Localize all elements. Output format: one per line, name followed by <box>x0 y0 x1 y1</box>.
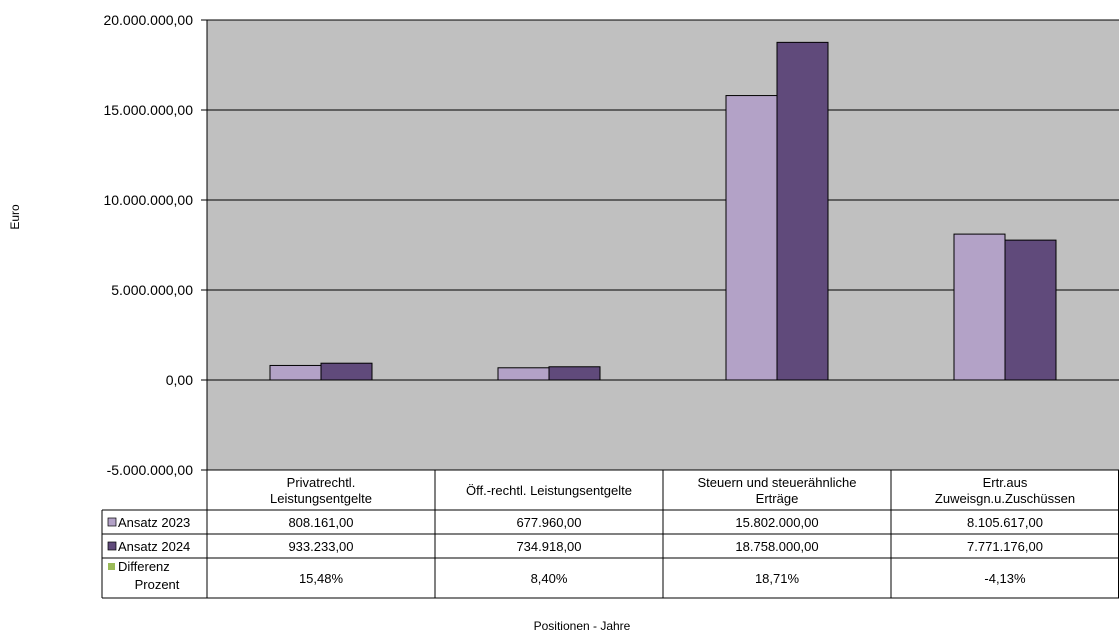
y-tick-label: 15.000.000,00 <box>103 102 193 118</box>
category-label: Steuern und steuerähnliche <box>697 475 856 490</box>
data-table: Privatrechtl.Leistungsentgelte Öff.-recht… <box>101 469 1119 599</box>
data-label: 8.105.617,00 <box>967 515 1043 530</box>
bar-ansatz-2024 <box>320 362 373 381</box>
bar-ansatz-2024 <box>1004 239 1057 381</box>
bar-ansatz-2024 <box>776 41 829 381</box>
bar-ansatz-2024 <box>548 366 601 381</box>
y-tick-label: -5.000.000,00 <box>107 462 194 478</box>
category-label: Zuweisgn.u.Zuschüssen <box>935 491 1075 506</box>
category-label: Leistungsentgelte <box>270 491 372 506</box>
y-axis-ticks: -5.000.000,00 0,00 5.000.000,00 10.000.000,… <box>103 12 193 478</box>
data-label: 7.771.176,00 <box>967 539 1043 554</box>
data-label: 734.918,00 <box>516 539 581 554</box>
legend-swatch-differenz-prozent <box>108 563 115 570</box>
data-label: 15.802.000,00 <box>735 515 818 530</box>
category-label: Privatrechtl. <box>287 475 356 490</box>
data-label: 18.758.000,00 <box>735 539 818 554</box>
legend-label: Ansatz 2023 <box>118 515 190 530</box>
data-label: -4,13% <box>984 571 1026 586</box>
category-label: Ertr.aus <box>983 475 1028 490</box>
bar-ansatz-2023 <box>725 95 778 381</box>
data-label: 18,71% <box>755 571 800 586</box>
category-label: Öff.-rechtl. Leistungsentgelte <box>466 483 632 498</box>
data-label: 677.960,00 <box>516 515 581 530</box>
legend-label: Prozent <box>135 577 180 592</box>
data-label: 808.161,00 <box>288 515 353 530</box>
bar-ansatz-2023 <box>269 364 322 381</box>
legend-swatch-ansatz-2023 <box>107 517 117 527</box>
legend-swatch-ansatz-2024 <box>107 541 117 551</box>
legend-label: Ansatz 2024 <box>118 539 190 554</box>
data-label: 15,48% <box>299 571 344 586</box>
y-tick-label: 20.000.000,00 <box>103 12 193 28</box>
data-label: 933.233,00 <box>288 539 353 554</box>
y-axis-title: Euro <box>8 204 22 230</box>
y-tick-label: 0,00 <box>166 372 193 388</box>
category-label: Erträge <box>756 491 799 506</box>
bar-ansatz-2023 <box>497 367 550 381</box>
bar-ansatz-2023 <box>953 233 1006 381</box>
y-tick-label: 10.000.000,00 <box>103 192 193 208</box>
bars <box>269 41 1057 381</box>
x-axis-title: Positionen - Jahre <box>534 619 631 633</box>
data-label: 8,40% <box>531 571 568 586</box>
legend-label: Differenz <box>118 559 170 574</box>
y-tick-label: 5.000.000,00 <box>111 282 193 298</box>
